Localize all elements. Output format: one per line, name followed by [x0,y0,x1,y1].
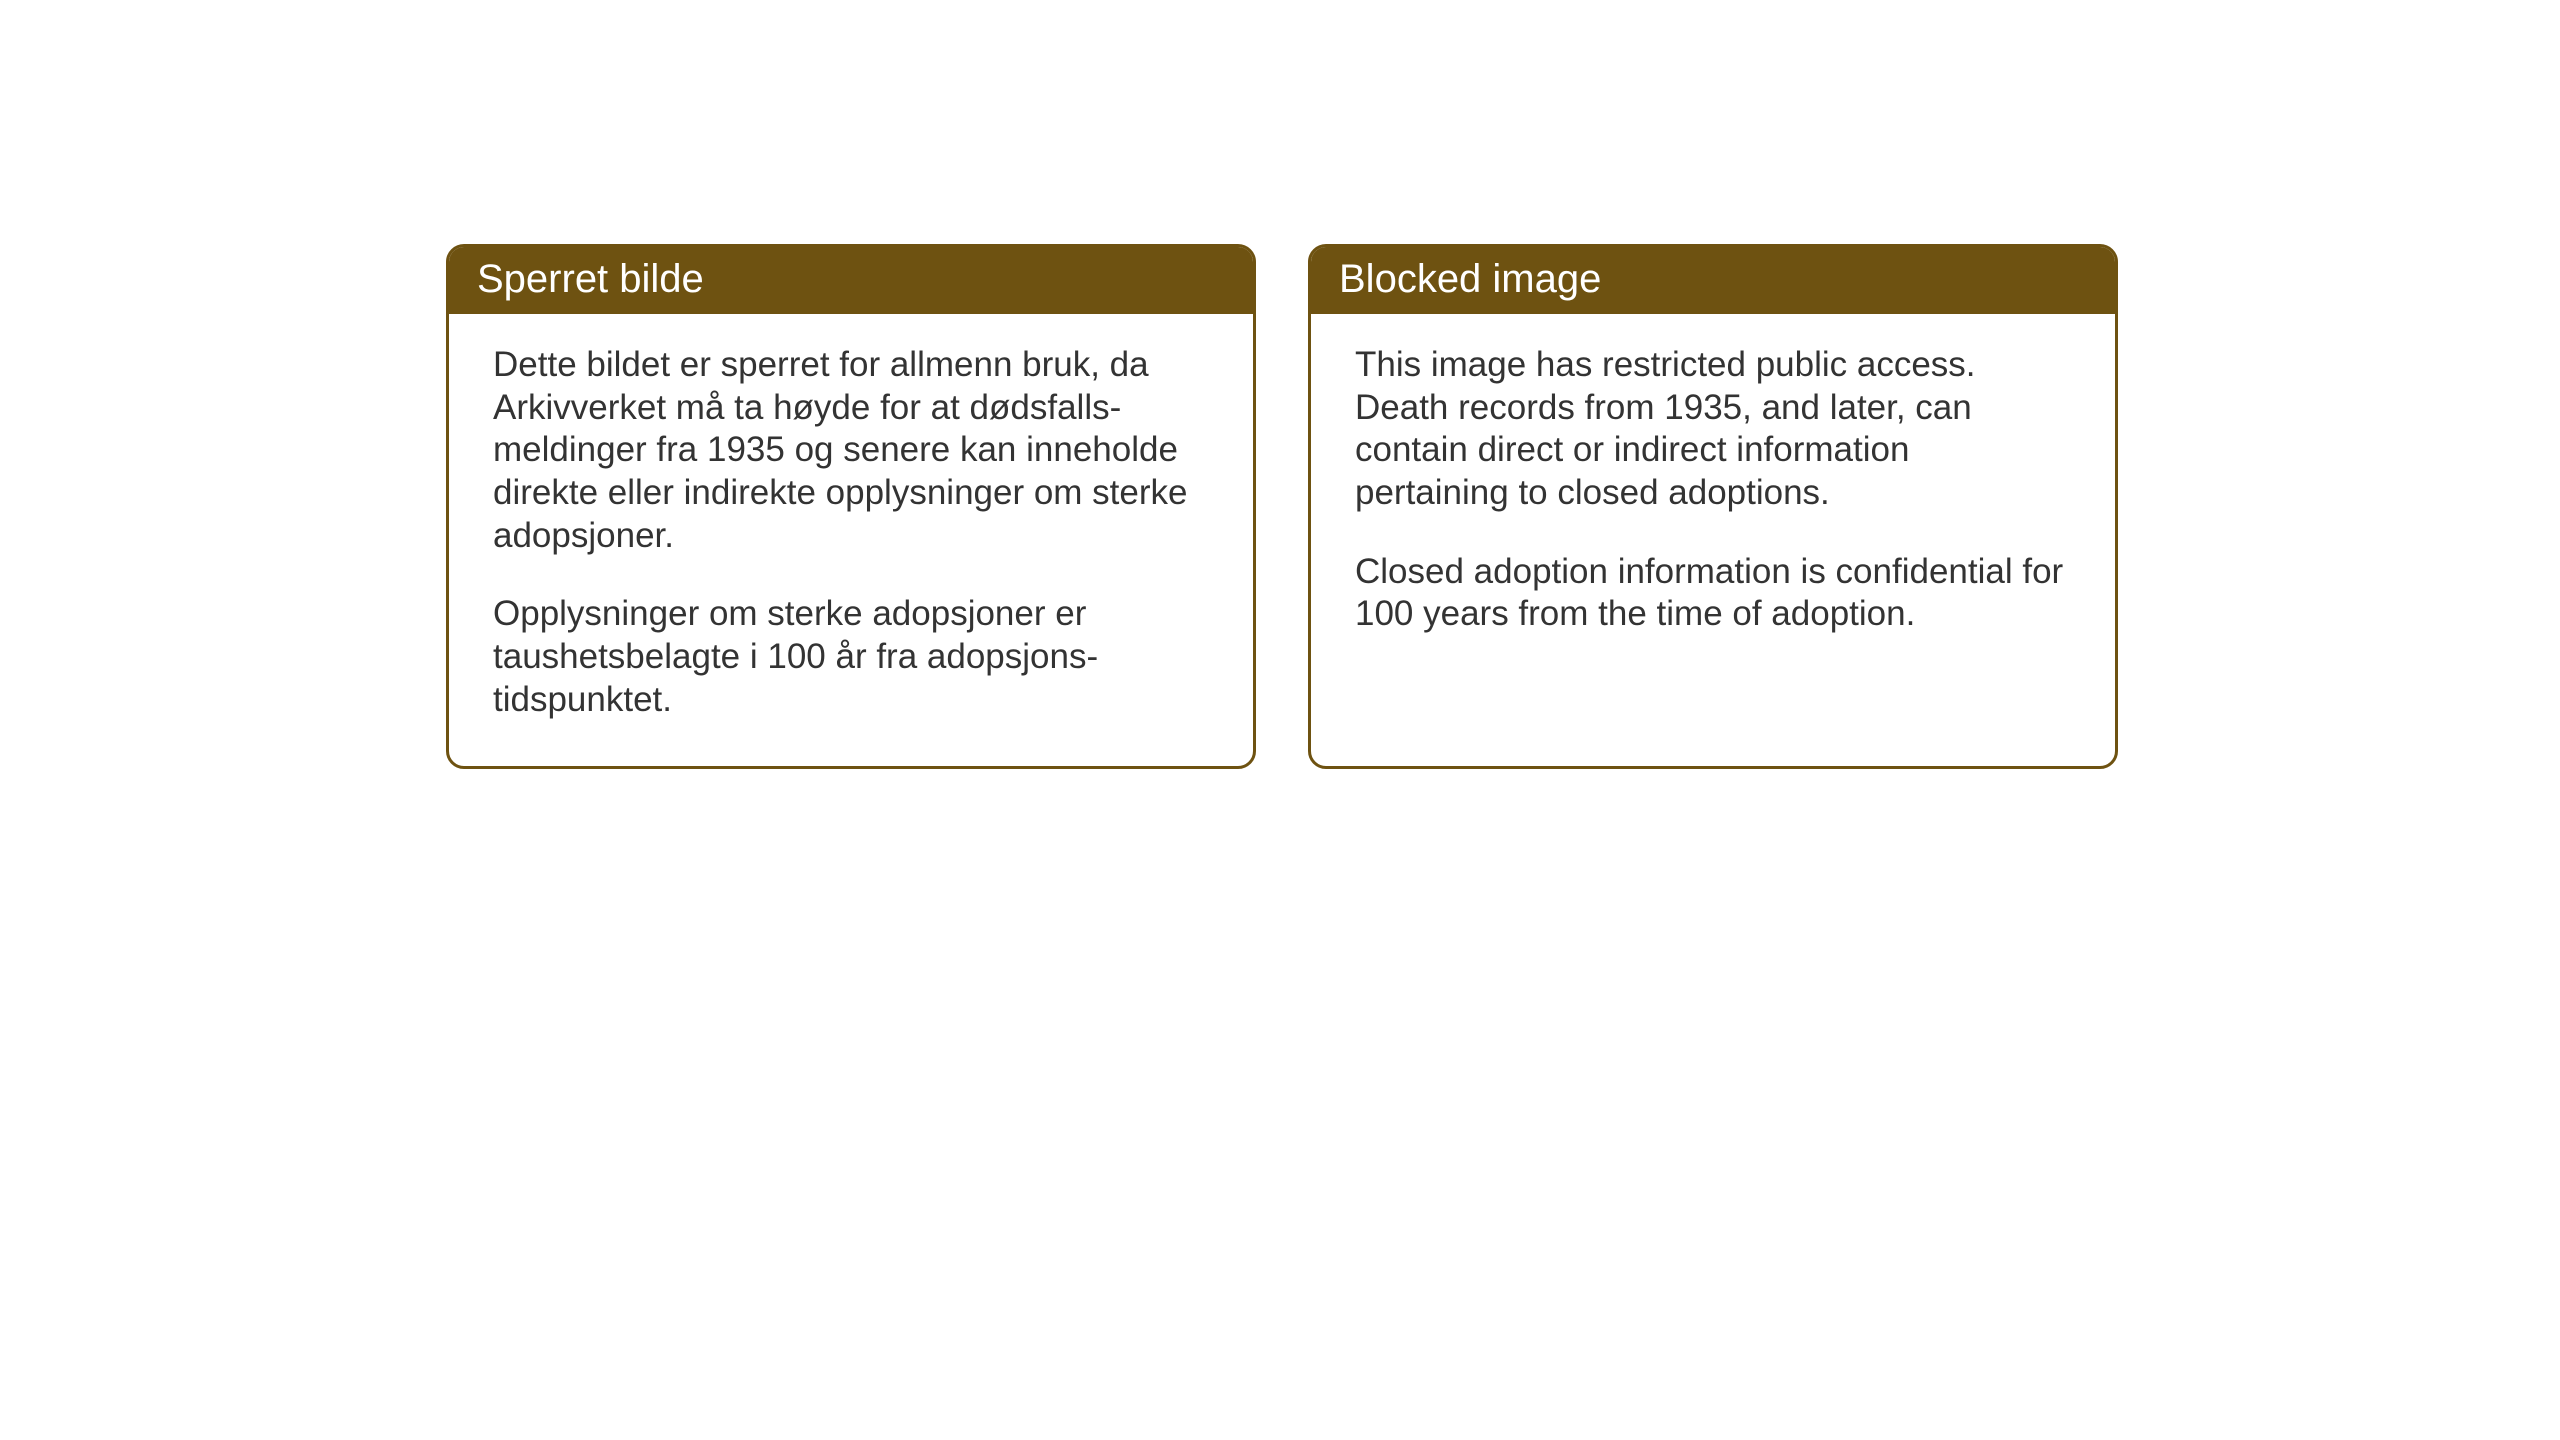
english-card-body: This image has restricted public access.… [1311,314,2115,680]
english-paragraph-1: This image has restricted public access.… [1355,344,2071,515]
norwegian-card-title: Sperret bilde [449,247,1253,314]
english-paragraph-2: Closed adoption information is confident… [1355,551,2071,636]
norwegian-paragraph-1: Dette bildet er sperret for allmenn bruk… [493,344,1209,557]
english-card: Blocked image This image has restricted … [1308,244,2118,769]
norwegian-card-body: Dette bildet er sperret for allmenn bruk… [449,314,1253,766]
english-card-title: Blocked image [1311,247,2115,314]
norwegian-card: Sperret bilde Dette bildet er sperret fo… [446,244,1256,769]
norwegian-paragraph-2: Opplysninger om sterke adopsjoner er tau… [493,593,1209,721]
cards-container: Sperret bilde Dette bildet er sperret fo… [446,244,2118,769]
